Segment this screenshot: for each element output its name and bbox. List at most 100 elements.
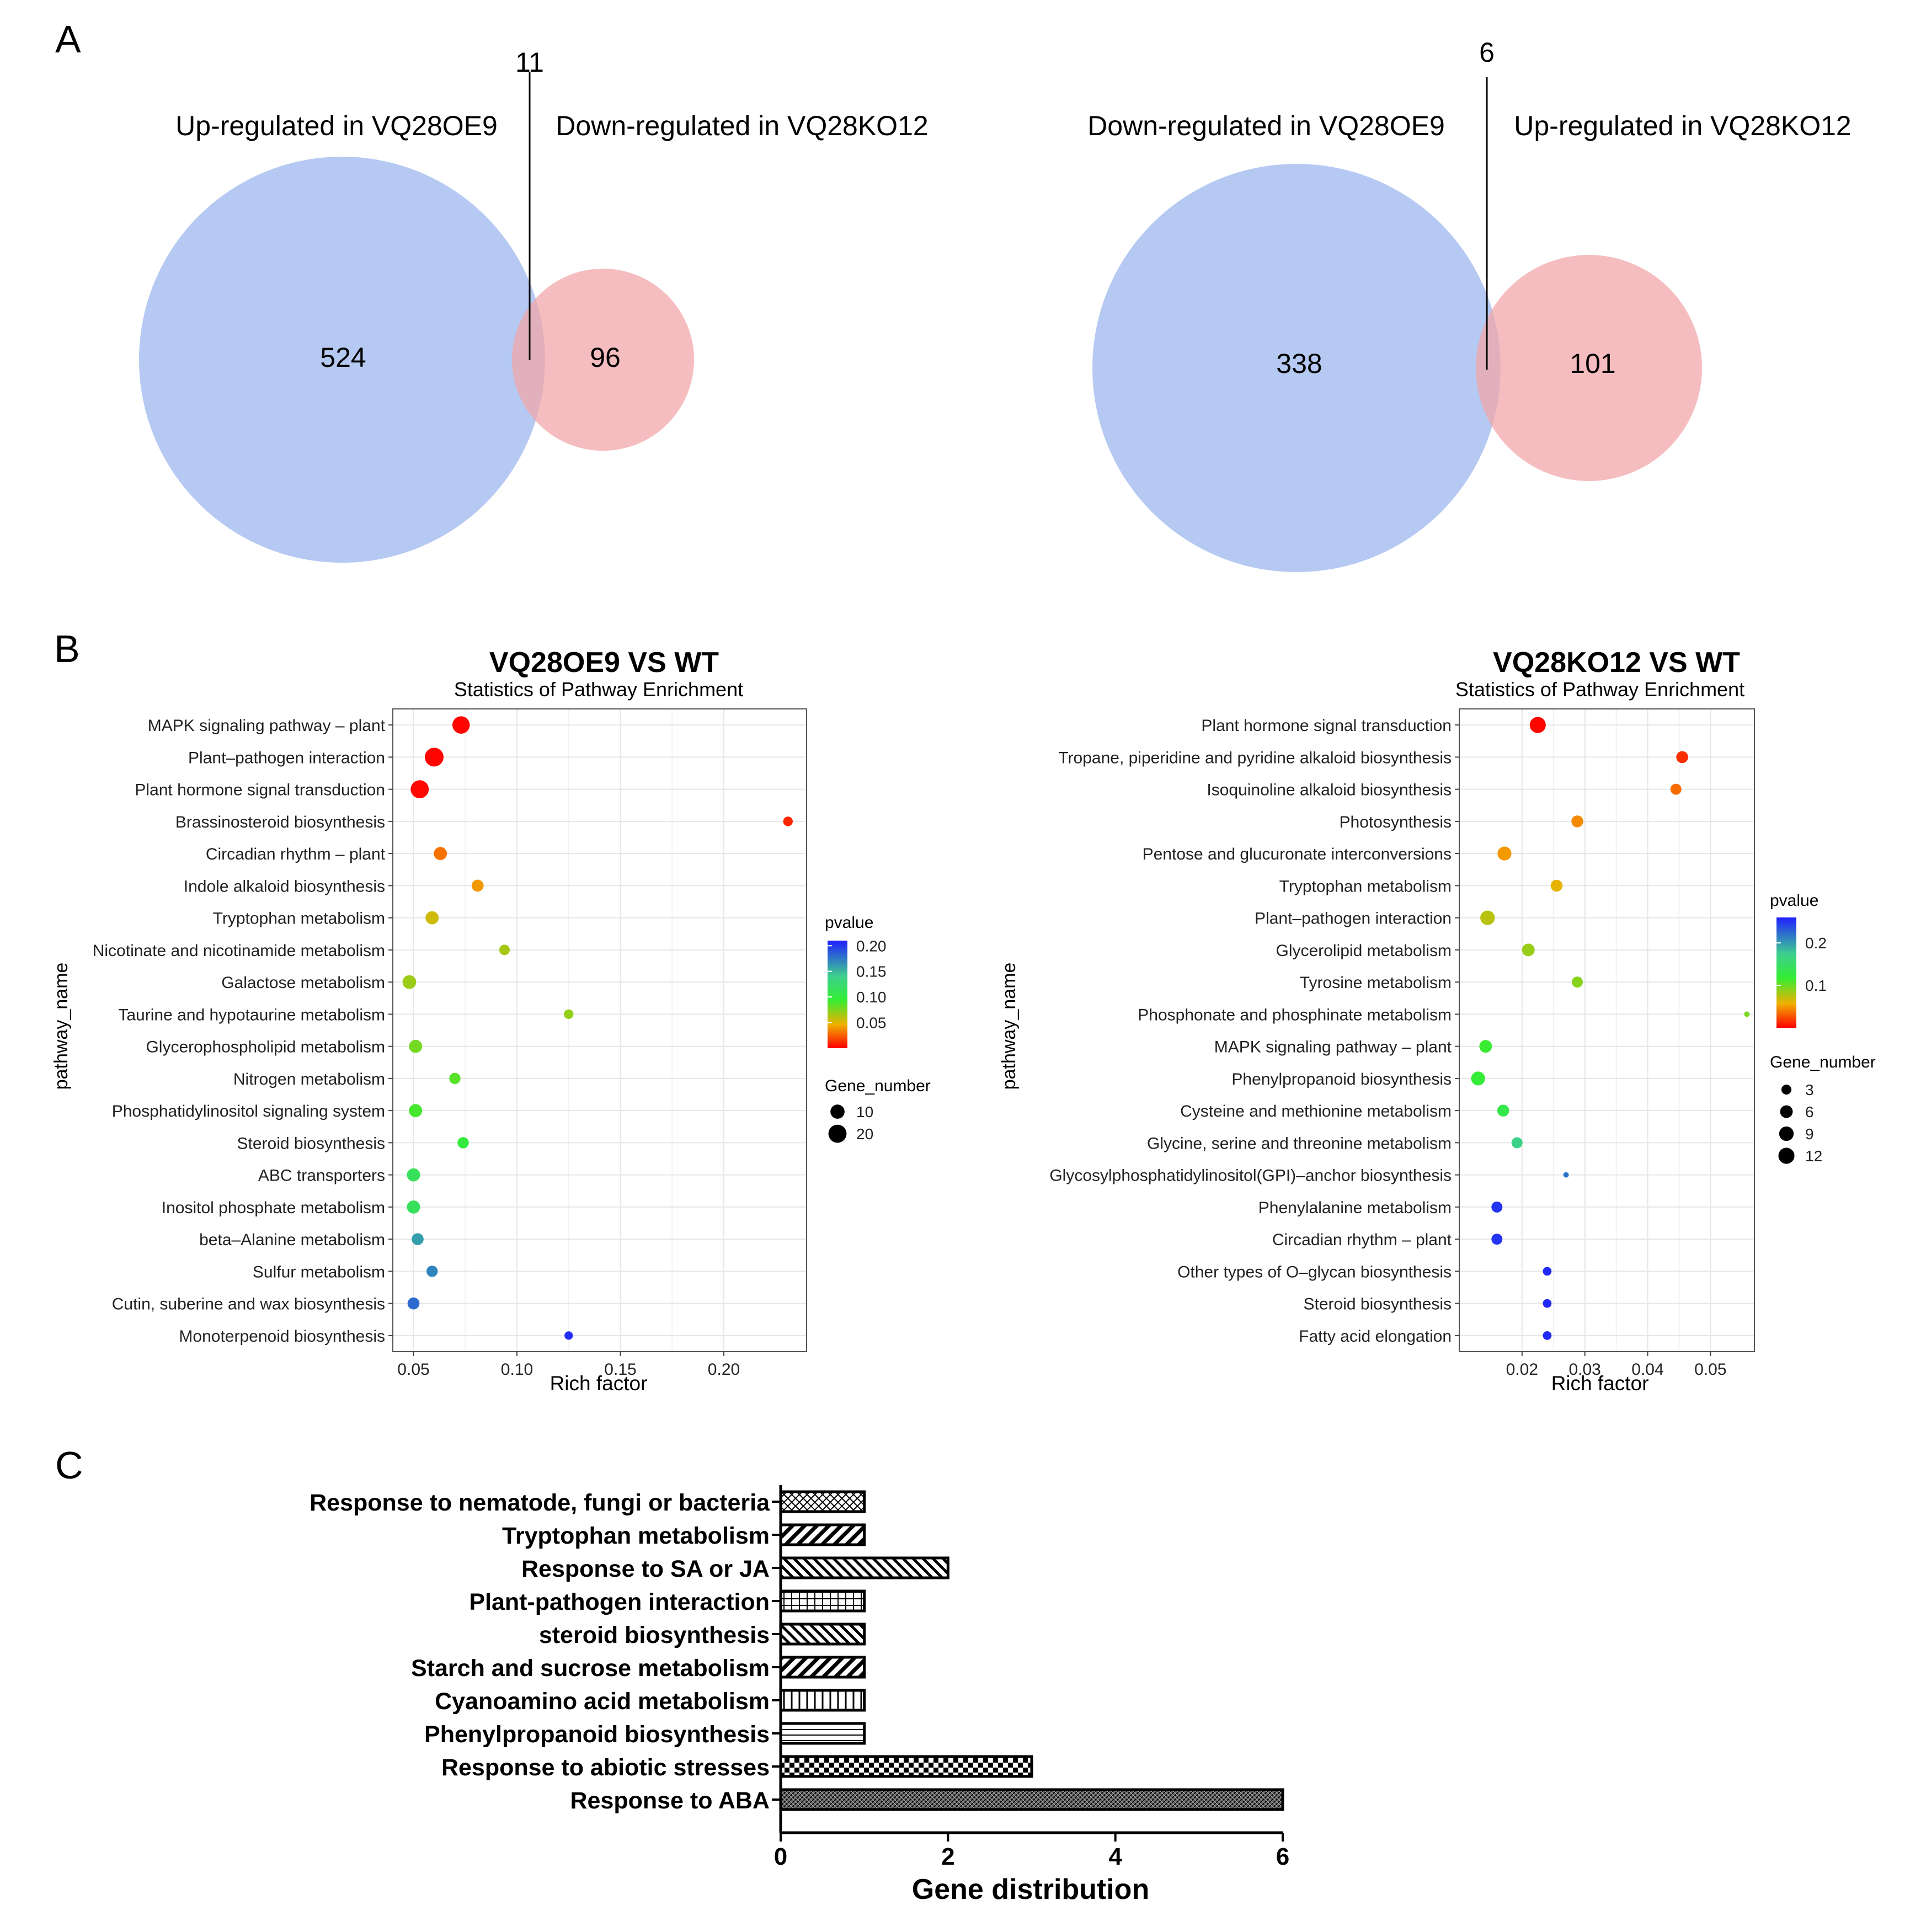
data-point xyxy=(1471,1071,1485,1086)
bubble1-pvalue-legend-title: pvalue xyxy=(825,914,873,932)
y-tick-label: Tyrosine metabolism xyxy=(1300,974,1452,992)
bubble-chart-oe9: VQ28OE9 VS WT Statistics of Pathway Enri… xyxy=(51,647,931,1395)
y-tick-label: MAPK signaling pathway – plant xyxy=(148,717,386,735)
data-point xyxy=(1550,879,1563,892)
data-point xyxy=(783,816,793,826)
y-tick-label: Glycosylphosphatidylinositol(GPI)–anchor… xyxy=(1049,1167,1452,1185)
y-tick-label: Steroid biosynthesis xyxy=(1304,1295,1452,1314)
y-tick-label: Tropane, piperidine and pyridine alkaloi… xyxy=(1058,749,1452,767)
x-tick-label: 4 xyxy=(1108,1843,1122,1870)
bar xyxy=(779,1755,1033,1778)
bar-category-label: Response to ABA xyxy=(570,1787,770,1814)
x-tick-label: 0.05 xyxy=(1694,1360,1726,1379)
y-tick-label: Other types of O–glycan biosynthesis xyxy=(1177,1263,1452,1281)
x-tick-label: 0.10 xyxy=(501,1360,533,1379)
data-point xyxy=(426,1266,438,1277)
x-tick-label: 0.20 xyxy=(708,1360,740,1379)
y-tick-label: Glycerophospholipid metabolism xyxy=(146,1038,385,1056)
data-point xyxy=(1480,910,1495,925)
pvalue-colorbar xyxy=(828,941,847,1048)
x-tick-label: 6 xyxy=(1276,1843,1289,1870)
size-legend-label: 9 xyxy=(1805,1125,1814,1143)
venn2-overlap-count: 6 xyxy=(1479,37,1495,68)
data-point xyxy=(434,847,447,861)
x-tick-label: 0.02 xyxy=(1506,1360,1538,1379)
y-tick-label: Fatty acid elongation xyxy=(1299,1327,1452,1346)
y-tick-label: Galactose metabolism xyxy=(221,974,385,992)
colorbar-tick-label: 0.2 xyxy=(1805,935,1827,952)
colorbar-tick-label: 0.10 xyxy=(856,989,887,1006)
venn2-right-label: Up-regulated in VQ28KO12 xyxy=(1514,110,1851,141)
y-tick-label: Tryptophan metabolism xyxy=(1279,877,1452,895)
y-tick-label: Tryptophan metabolism xyxy=(213,910,385,928)
data-point xyxy=(1511,1137,1523,1149)
data-point xyxy=(1497,846,1512,861)
size-legend-label: 10 xyxy=(856,1103,873,1120)
y-tick-label: Cysteine and methionine metabolism xyxy=(1180,1102,1452,1120)
venn2-left-circle xyxy=(1092,164,1501,572)
bubble1-size-legend-title: Gene_number xyxy=(825,1077,931,1095)
bar xyxy=(779,1623,866,1646)
size-legend-dot xyxy=(1780,1105,1793,1118)
y-tick-label: Plant hormone signal transduction xyxy=(135,781,385,799)
plot-frame xyxy=(1459,708,1755,1352)
venn1-left-count: 524 xyxy=(320,342,366,373)
data-point xyxy=(457,1137,469,1149)
data-point xyxy=(407,1200,420,1214)
y-tick-label: Inositol phosphate metabolism xyxy=(162,1199,385,1217)
y-tick-label: Phosphonate and phosphinate metabolism xyxy=(1138,1006,1452,1024)
y-tick-label: beta–Alanine metabolism xyxy=(199,1231,385,1249)
bar-category-label: Plant-pathogen interaction xyxy=(469,1589,770,1615)
bar-category-label: Phenylpropanoid biosynthesis xyxy=(424,1721,770,1748)
data-point xyxy=(1479,1040,1492,1053)
size-legend-label: 20 xyxy=(856,1125,873,1143)
data-point xyxy=(1491,1201,1503,1213)
data-point xyxy=(1571,815,1583,828)
bar-xlabel: Gene distribution xyxy=(912,1874,1149,1906)
data-point xyxy=(449,1072,461,1085)
venn2-left-count: 338 xyxy=(1276,348,1322,379)
data-point xyxy=(402,975,417,989)
data-point xyxy=(1572,976,1583,988)
x-tick-label: 0.05 xyxy=(397,1360,429,1379)
data-point xyxy=(1676,751,1688,764)
y-tick-label: Nicotinate and nicotinamide metabolism xyxy=(93,942,385,960)
venn1-right-label: Down-regulated in VQ28KO12 xyxy=(556,110,928,141)
venn1-left-circle xyxy=(139,157,545,563)
venn-diagram-1: 11 Up-regulated in VQ28OE9 Down-regulate… xyxy=(139,47,929,563)
data-point xyxy=(564,1331,573,1340)
bubble2-ylabel: pathway_name xyxy=(999,963,1020,1090)
size-legend-label: 3 xyxy=(1805,1081,1814,1098)
x-tick-label: 0.04 xyxy=(1631,1360,1663,1379)
y-tick-label: Circadian rhythm – plant xyxy=(1272,1231,1452,1249)
data-point xyxy=(410,780,429,799)
bubble1-subtitle: Statistics of Pathway Enrichment xyxy=(454,678,743,701)
data-point xyxy=(412,1233,424,1245)
bar xyxy=(779,1523,866,1546)
size-legend-label: 12 xyxy=(1805,1148,1822,1165)
data-point xyxy=(1563,1172,1569,1178)
bubble2-pvalue-legend-title: pvalue xyxy=(1770,892,1818,910)
size-legend-dot xyxy=(1778,1148,1795,1164)
bar-category-label: Cyanoamino acid metabolism xyxy=(435,1688,770,1715)
y-tick-label: MAPK signaling pathway – plant xyxy=(1214,1038,1452,1056)
bar-category-label: Tryptophan metabolism xyxy=(502,1523,770,1549)
bubble1-title: VQ28OE9 VS WT xyxy=(489,647,719,679)
bar xyxy=(779,1589,866,1613)
data-point xyxy=(1543,1267,1552,1276)
data-point xyxy=(1497,1104,1509,1117)
data-point xyxy=(564,1009,574,1020)
colorbar-tick-label: 0.20 xyxy=(856,937,887,954)
y-tick-label: Sulfur metabolism xyxy=(253,1263,385,1281)
panel-label-c: C xyxy=(55,1444,83,1487)
data-point xyxy=(425,911,439,925)
x-tick-label: 0 xyxy=(774,1843,787,1870)
data-point xyxy=(409,1039,423,1053)
data-point xyxy=(499,944,510,956)
data-point xyxy=(471,879,484,892)
panel-label-b: B xyxy=(54,627,80,670)
bar-category-label: Response to SA or JA xyxy=(521,1556,770,1582)
bar xyxy=(779,1722,866,1745)
venn1-right-count: 96 xyxy=(590,342,621,373)
data-point xyxy=(1543,1299,1552,1308)
